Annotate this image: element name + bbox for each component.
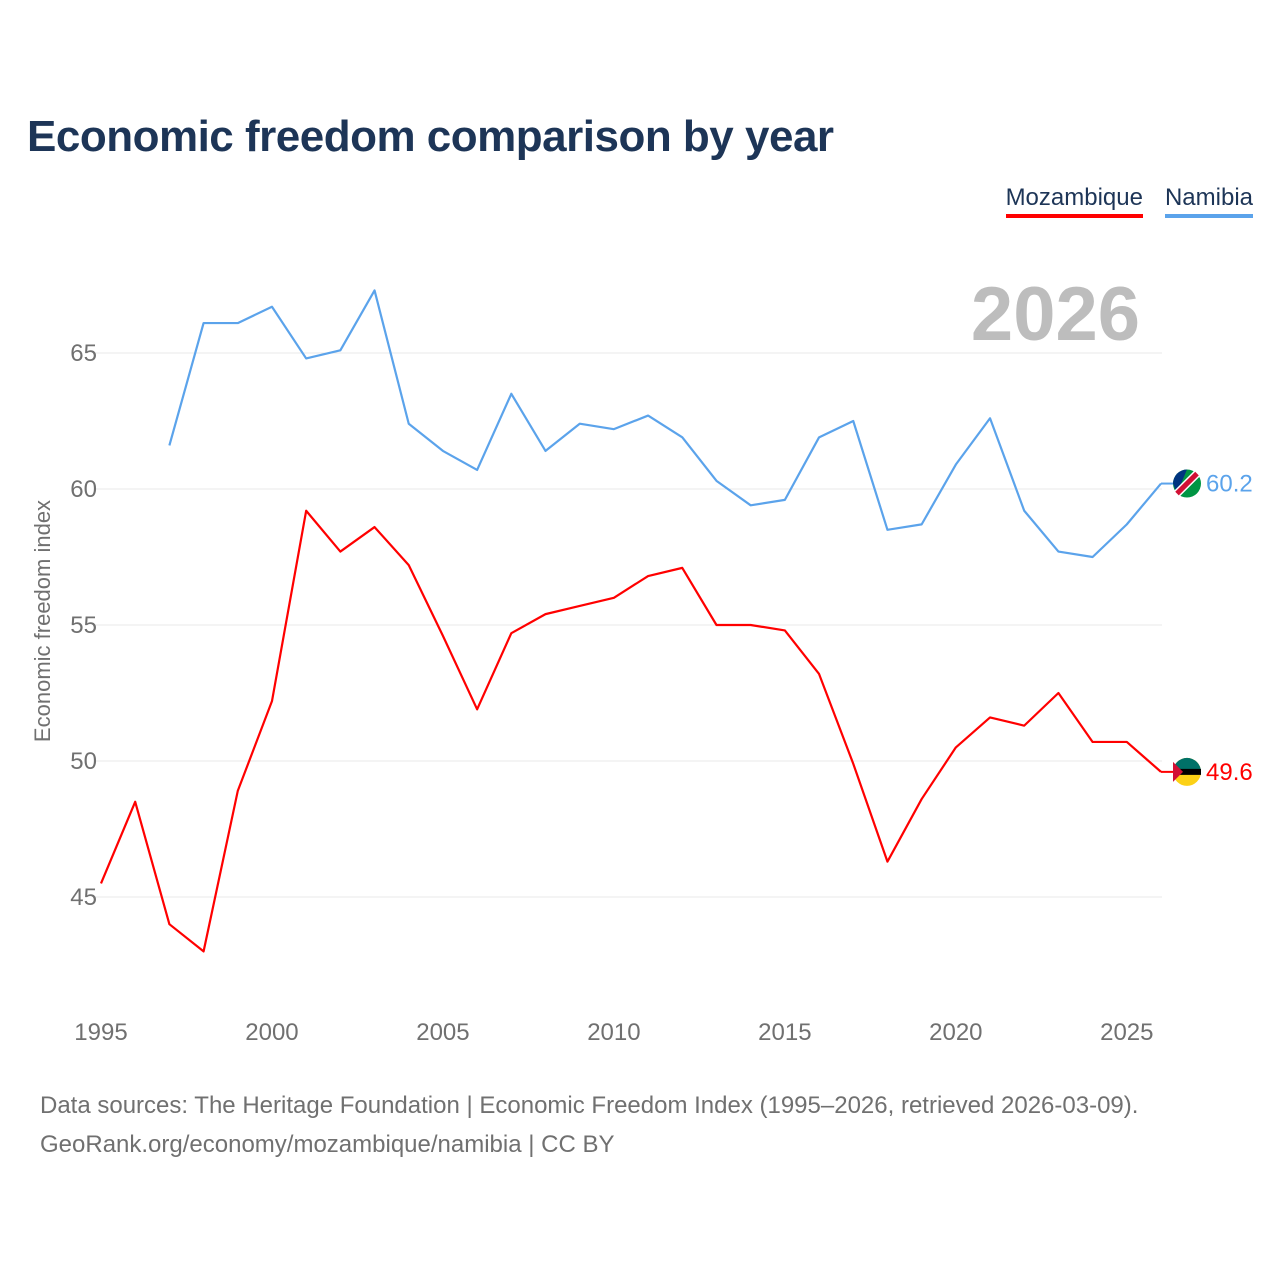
flag-part — [1173, 761, 1183, 782]
x-tick-label: 2000 — [245, 1019, 298, 1046]
series-line-mozambique — [99, 509, 1162, 953]
x-tick-label: 2010 — [587, 1019, 640, 1046]
flag-part — [1173, 757, 1201, 772]
flag-part — [1173, 469, 1187, 494]
y-tick-label: 55 — [70, 612, 97, 639]
x-tick-label: 1995 — [74, 1019, 127, 1046]
y-axis-label: Economic freedom index — [30, 500, 55, 742]
y-tick-label: 65 — [70, 340, 97, 367]
flag-part — [1173, 768, 1201, 775]
legend: Mozambique Namibia — [1005, 184, 1253, 218]
legend-item-mozambique[interactable]: Mozambique — [1005, 184, 1143, 218]
footer-link[interactable]: GeoRank.org/economy/mozambique/namibia |… — [40, 1131, 615, 1158]
chart-title: Economic freedom comparison by year — [27, 112, 834, 161]
end-value-label-mozambique: 49.6 — [1206, 759, 1253, 786]
y-tick-label: 50 — [70, 748, 97, 775]
end-value-label-namibia: 60.2 — [1206, 471, 1253, 498]
x-tick-label: 2015 — [758, 1019, 811, 1046]
footer: Data sources: The Heritage Foundation | … — [40, 1086, 1138, 1164]
current-year-label: 2026 — [971, 272, 1140, 357]
footer-sources: Data sources: The Heritage Foundation | … — [40, 1092, 1139, 1119]
x-tick-label: 2020 — [929, 1019, 982, 1046]
x-tick-label: 2025 — [1100, 1019, 1153, 1046]
flag-part — [1175, 471, 1199, 496]
y-tick-label: 60 — [70, 476, 97, 503]
series-line-namibia — [168, 289, 1162, 559]
legend-item-namibia[interactable]: Namibia — [1164, 184, 1253, 218]
y-tick-label: 45 — [70, 884, 97, 911]
x-tick-label: 2005 — [416, 1019, 469, 1046]
